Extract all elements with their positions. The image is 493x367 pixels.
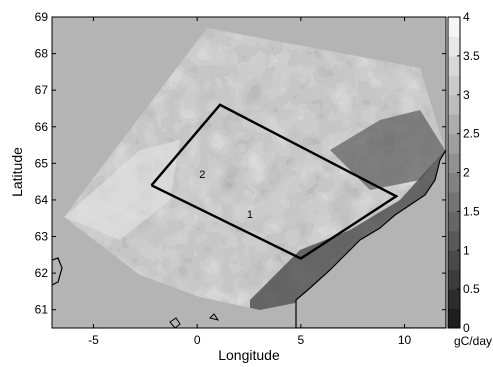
colorbar-level: [448, 36, 460, 57]
y-tick-label: 66: [35, 120, 49, 134]
y-tick-label: 69: [35, 10, 49, 24]
colorbar: [448, 17, 460, 329]
colorbar-level: [448, 172, 460, 193]
colorbar-level: [448, 114, 460, 135]
y-tick-label: 63: [35, 230, 49, 244]
colorbar-level: [448, 230, 460, 251]
x-tick-label: -5: [88, 333, 99, 347]
land-norway: [295, 148, 446, 328]
colorbar-level: [448, 269, 460, 290]
colorbar-level: [448, 94, 460, 115]
x-axis-label: Longitude: [218, 347, 280, 363]
colorbar-tick-label: 3: [463, 88, 470, 102]
colorbar-level: [448, 153, 460, 173]
land-west: [52, 257, 63, 286]
x-tick-label: 5: [297, 333, 304, 347]
colorbar-level: [448, 133, 460, 154]
region-label-1: 1: [247, 209, 253, 221]
land-islands: [169, 313, 220, 328]
colorbar-ticks: 0 0.5 1 1.5 2 2.5 3 3.5 4: [457, 10, 480, 335]
y-tick-label: 62: [35, 266, 49, 280]
colorbar-tick-label: 0: [463, 321, 470, 335]
colorbar-level: [448, 211, 460, 232]
colorbar-level: [448, 191, 460, 212]
region-label-2: 2: [199, 169, 205, 181]
region-1-box: [150, 103, 399, 260]
y-axis-label: Latitude: [9, 147, 25, 197]
colorbar-level: [448, 289, 460, 310]
colorbar-unit: gC/day: [454, 334, 492, 348]
colorbar-tick-label: 3.5: [463, 49, 480, 63]
colorbar-tick-label: 1: [463, 243, 470, 257]
colorbar-level: [448, 308, 460, 329]
colorbar-level: [448, 250, 460, 271]
colorbar-tick-label: 1.5: [463, 204, 480, 218]
y-tick-label: 64: [35, 193, 49, 207]
plot-frame: [51, 16, 447, 329]
colorbar-level: [448, 55, 460, 76]
colorbar-tick-label: 2.5: [463, 127, 480, 141]
y-axis-ticks: 61 62 63 64 65 66 67 68 69: [35, 10, 446, 317]
colorbar-level: [448, 17, 460, 37]
colorbar-tick-label: 0.5: [463, 282, 480, 296]
y-tick-label: 65: [35, 156, 49, 170]
y-tick-label: 68: [35, 47, 49, 61]
x-tick-label: 0: [194, 333, 201, 347]
y-tick-label: 67: [35, 83, 49, 97]
colorbar-level: [448, 75, 460, 96]
colorbar-tick-label: 2: [463, 166, 470, 180]
y-tick-label: 61: [35, 303, 49, 317]
x-axis-ticks: -5 0 5 10: [88, 17, 412, 347]
colorbar-tick-label: 4: [463, 10, 470, 24]
x-tick-label: 10: [398, 333, 412, 347]
